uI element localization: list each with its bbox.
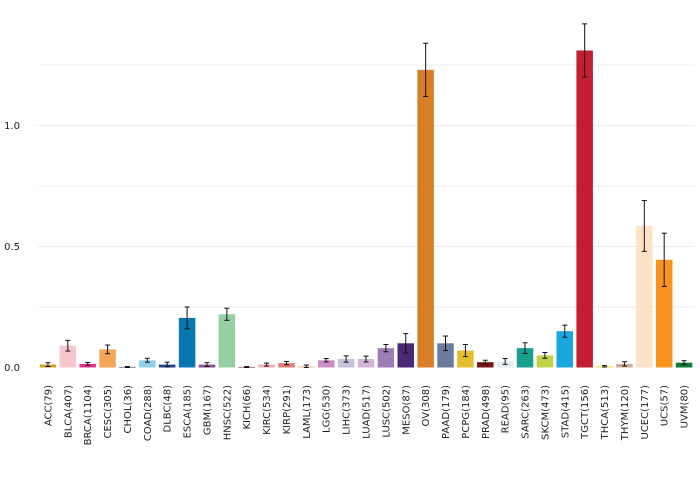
bar	[59, 345, 77, 368]
y-axis-ticks: 0.0 0.5 1.0	[4, 121, 20, 374]
bar	[218, 314, 236, 368]
x-tick-label: THYM(120)	[620, 385, 631, 441]
error-bar	[224, 307, 230, 321]
error-bar	[105, 344, 111, 355]
error-bar	[45, 362, 51, 368]
bar	[437, 343, 454, 368]
x-tick-label: UCEC(177)	[640, 385, 651, 440]
bar	[516, 348, 534, 368]
x-tick-label: PRAD(498)	[481, 385, 492, 439]
x-tick-label: CHOL(36)	[123, 385, 134, 434]
error-bar	[204, 362, 210, 368]
error-bar	[244, 366, 250, 368]
x-tick-label: CESC(305)	[103, 385, 114, 439]
y-tick-label: 0.5	[4, 242, 20, 253]
bar	[178, 317, 196, 368]
x-tick-label: PAAD(179)	[441, 385, 452, 439]
error-bar	[85, 361, 91, 366]
x-tick-label: DLBC(48)	[163, 385, 174, 433]
error-bar	[681, 360, 687, 366]
error-bar	[303, 364, 309, 368]
error-bar	[323, 358, 329, 363]
x-tick-label: LUSC(502)	[381, 385, 392, 438]
error-bar	[502, 358, 508, 365]
error-bar	[602, 365, 608, 368]
error-bar	[144, 357, 150, 363]
bar	[139, 360, 156, 368]
error-bar	[403, 333, 409, 354]
bar	[457, 350, 474, 368]
error-bar	[124, 366, 130, 368]
x-tick-label: KIRP(291)	[282, 385, 293, 434]
error-bar	[164, 361, 170, 368]
x-tick-label: THCA(513)	[600, 385, 611, 440]
x-tick-label: PCPG(184)	[461, 385, 472, 439]
x-tick-label: GBM(167)	[202, 385, 213, 435]
bar	[317, 360, 335, 368]
bar	[576, 50, 593, 368]
bar	[417, 69, 434, 368]
error-bar	[562, 324, 568, 338]
bar	[556, 331, 574, 368]
error-bar	[542, 351, 548, 359]
y-tick-label: 1.0	[4, 121, 20, 132]
error-bar	[343, 355, 349, 363]
error-bar	[522, 342, 528, 354]
x-tick-label: ACC(79)	[43, 385, 54, 426]
bar	[357, 359, 375, 368]
x-tick-label: BLCA(407)	[63, 385, 74, 438]
x-tick-label: KIRC(534)	[262, 385, 273, 435]
x-tick-label: BRCA(1104)	[83, 385, 94, 445]
bar	[337, 359, 355, 368]
bar	[477, 362, 494, 368]
gridlines	[38, 64, 694, 308]
x-tick-label: LAML(173)	[302, 385, 313, 439]
error-bar	[184, 306, 190, 330]
x-tick-label: HNSC(522)	[222, 385, 233, 440]
x-tick-label: MESO(87)	[401, 385, 412, 435]
error-bar	[482, 359, 488, 365]
x-tick-label: UVM(80)	[680, 385, 691, 428]
x-tick-label: KICH(66)	[242, 385, 253, 430]
x-tick-label: STAD(415)	[560, 385, 571, 438]
x-tick-label: TGCT(156)	[580, 385, 591, 440]
error-bar	[423, 42, 429, 97]
x-tick-label: READ(95)	[501, 385, 512, 433]
error-bar	[264, 362, 270, 367]
bar	[99, 349, 116, 368]
bar	[377, 348, 395, 368]
x-tick-label: OV(308)	[421, 385, 432, 427]
bar	[397, 343, 415, 368]
x-tick-label: ESCA(185)	[183, 385, 194, 438]
bar	[536, 355, 554, 368]
x-tick-label: LUAD(517)	[362, 385, 373, 439]
error-bar	[462, 344, 468, 358]
error-bar	[661, 232, 667, 287]
x-axis-ticks: ACC(79) BLCA(407) BRCA(1104) CESC(305) CHOL(…	[43, 385, 690, 445]
error-bar	[621, 361, 627, 367]
error-bar	[582, 23, 588, 78]
error-bars	[45, 23, 687, 368]
error-bar	[283, 360, 289, 366]
y-tick-label: 0.0	[4, 363, 20, 374]
error-bar	[383, 344, 389, 353]
error-bar	[363, 355, 369, 363]
error-bar	[443, 335, 449, 352]
error-bar	[641, 200, 647, 252]
x-tick-label: SKCM(473)	[540, 385, 551, 440]
error-bar	[65, 339, 71, 352]
x-tick-label: LGG(530)	[322, 385, 333, 433]
bars	[39, 50, 693, 368]
bar	[636, 225, 653, 368]
x-tick-label: COAD(288)	[143, 385, 154, 441]
bar	[655, 259, 673, 368]
x-tick-label: UCS(57)	[660, 385, 671, 426]
x-tick-label: SARC(263)	[521, 385, 532, 439]
x-tick-label: LIHC(373)	[342, 385, 353, 435]
